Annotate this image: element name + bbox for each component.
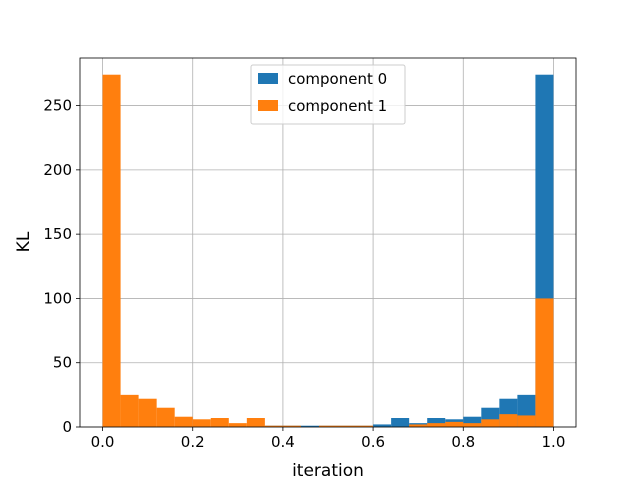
bar-component-1 xyxy=(228,423,247,427)
bar-component-0 xyxy=(373,424,392,427)
bars xyxy=(102,74,554,427)
x-tick-label: 1.0 xyxy=(542,433,566,451)
x-tick-label: 0.0 xyxy=(91,433,115,451)
bar-component-1 xyxy=(481,419,500,427)
y-tick-label: 250 xyxy=(43,97,72,115)
y-axis-label: KL xyxy=(14,231,34,252)
bar-component-1 xyxy=(318,425,338,427)
x-tick-label: 0.4 xyxy=(271,433,295,451)
x-axis-label: iteration xyxy=(292,461,364,480)
bar-component-0 xyxy=(391,418,410,427)
bar-component-1 xyxy=(102,74,121,427)
bar-component-1 xyxy=(192,419,211,427)
bar-component-1 xyxy=(282,425,301,427)
bar-component-1 xyxy=(337,425,356,427)
legend-label-component-0: component 0 xyxy=(288,70,387,88)
y-tick-label: 50 xyxy=(53,354,72,372)
y-tick-label: 100 xyxy=(43,289,72,307)
bar-component-1 xyxy=(445,421,464,427)
legend: component 0 component 1 xyxy=(250,64,406,125)
bar-component-1 xyxy=(174,416,193,427)
bar-component-0 xyxy=(463,416,482,427)
x-axis: 0.0 0.2 0.4 0.6 0.8 1.0 xyxy=(91,427,566,451)
bar-component-1 xyxy=(499,414,518,427)
bar-component-1 xyxy=(246,418,265,427)
y-axis: 0 50 100 150 200 250 xyxy=(43,97,80,436)
plot-frame xyxy=(79,57,577,428)
legend-swatch-component-1 xyxy=(258,100,278,111)
bar-component-1 xyxy=(409,424,428,427)
legend-swatch-component-0 xyxy=(258,73,278,84)
bar-component-1 xyxy=(210,418,229,427)
bar-component-1 xyxy=(355,425,374,427)
bar-component-1 xyxy=(427,423,446,427)
bar-component-1 xyxy=(264,425,283,427)
x-tick-label: 0.2 xyxy=(181,433,205,451)
bar-component-1 xyxy=(517,415,536,427)
legend-frame xyxy=(250,64,406,125)
y-tick-label: 200 xyxy=(43,161,72,179)
x-tick-label: 0.6 xyxy=(361,433,385,451)
bar-component-1 xyxy=(120,394,139,427)
bar-component-1 xyxy=(535,298,554,427)
y-tick-label: 0 xyxy=(62,418,72,436)
bar-component-0 xyxy=(300,425,319,427)
bar-component-1 xyxy=(156,407,175,427)
legend-label-component-1: component 1 xyxy=(288,97,387,115)
bar-component-1 xyxy=(138,398,157,427)
bar-component-1 xyxy=(463,423,482,427)
bar-component-0 xyxy=(427,418,446,427)
x-tick-label: 0.8 xyxy=(451,433,475,451)
y-tick-label: 150 xyxy=(43,225,72,243)
